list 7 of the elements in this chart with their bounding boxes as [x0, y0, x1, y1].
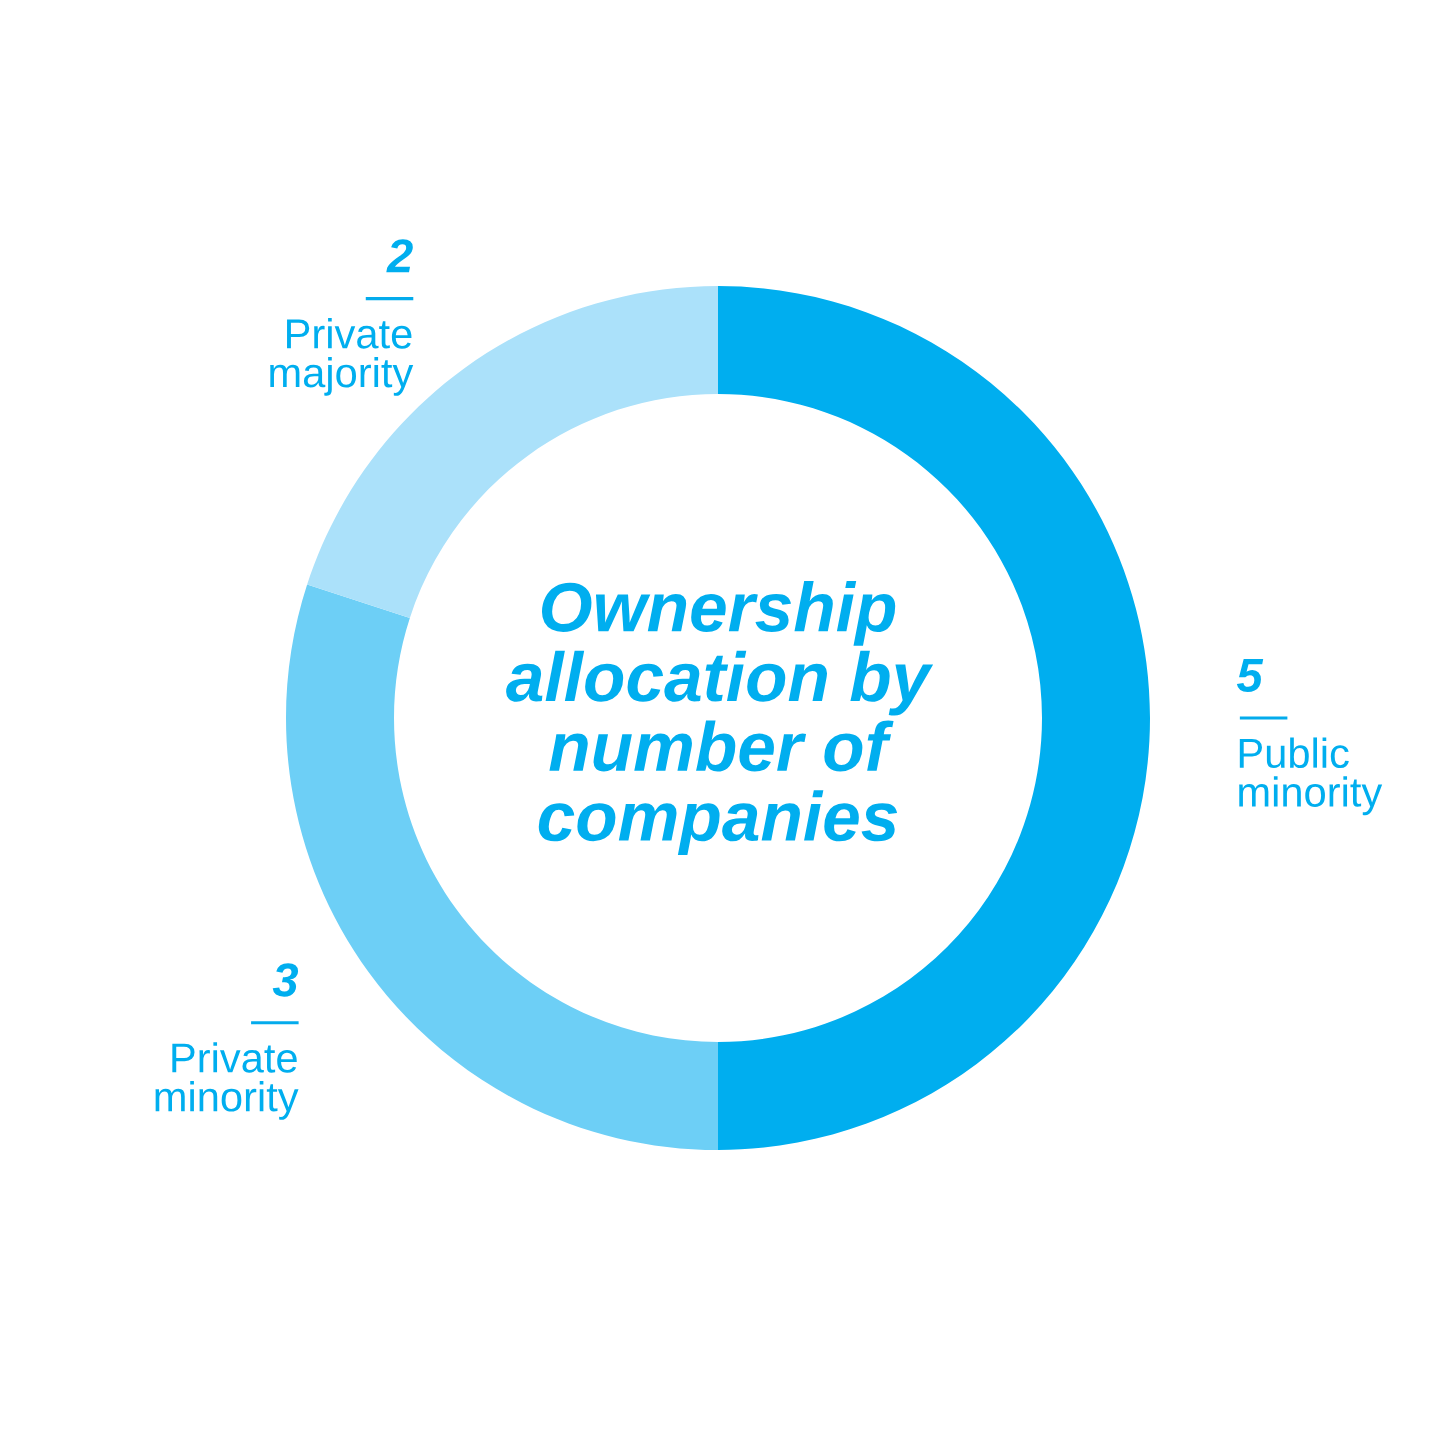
- data-label: 2: [386, 239, 413, 273]
- data-label: 5: [1236, 659, 1264, 692]
- slice-label: Private majority: [270, 318, 414, 396]
- data-label: 3: [272, 963, 299, 997]
- text: Ownership allocation by number of companies: [506, 580, 934, 856]
- slice-label: Private minority: [155, 1042, 299, 1120]
- legend-label: Public minority: [1239, 737, 1383, 816]
